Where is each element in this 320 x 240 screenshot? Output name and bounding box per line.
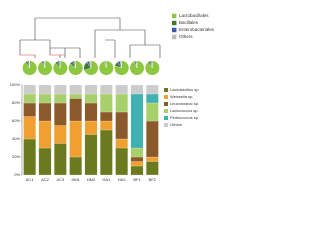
bar-segment [23,102,36,117]
legend-label: Weissella sp. [170,94,194,99]
bar-segment [38,120,52,149]
x-tick-label: BF1 [133,177,141,182]
legend-swatch [172,13,177,19]
bar-segment [54,125,67,144]
y-tick-label: 20% [12,154,20,159]
legend-swatch [164,88,168,92]
bar-segment [38,147,52,176]
bar-segment [69,93,82,99]
x-tick-label: HM2 [87,177,96,182]
bar-segment [146,120,159,158]
legend-swatch [164,109,168,113]
bar-segment [54,143,67,176]
x-tick-label: AC1 [26,177,35,182]
bar-segment [115,147,128,176]
figure: Lactobacillales Bacillales Enterobacterial… [10,13,215,182]
bar-segment [146,93,159,104]
pie-slice [151,60,153,69]
bar-segment [54,102,67,126]
x-tick-label: AC3 [56,177,65,182]
x-tick-label: AC2 [41,177,50,182]
bar-segment [100,84,113,95]
legend-swatch [172,34,177,40]
bar-segment [100,129,113,176]
dendrogram [19,17,161,58]
pie-slice [98,60,114,76]
pie-slice [74,60,76,69]
pie-slice [119,60,122,69]
bar-segment [69,120,82,158]
legend-label: Lactococcus sp. [170,108,199,113]
bar-segment [23,138,36,176]
legend-label: Leuconostoc sp. [170,101,199,106]
pie-slice [28,60,30,69]
bar-segment [23,84,36,95]
bar-segment [115,138,128,149]
bar-segment [130,161,144,167]
x-tick-label: BF2 [149,177,157,182]
bar-segment [115,111,128,140]
bar-segment [23,116,36,140]
bar-segment [23,93,36,104]
bar-segment [54,93,67,104]
legend-label: Pediococcus sp. [170,115,199,120]
bar-segment [84,84,98,95]
y-tick-label: 40% [12,136,20,141]
bar-segment [84,93,98,104]
x-tick-label: HA2 [118,177,127,182]
pie-slice [89,60,92,69]
pie-slice [43,60,46,69]
pie-slice [114,60,129,76]
bar-segment [100,93,113,113]
bar-segment [146,102,159,122]
legend-label: Others [179,34,193,39]
bar-segment [38,93,52,104]
bar-segment [84,134,98,176]
legend-label: Lactobacillus sp. [170,87,200,92]
pie-slice [22,60,37,76]
y-tick-label: 80% [12,100,20,105]
bar-segment [69,156,82,176]
bar-segment [130,93,144,149]
pie-slice [68,60,83,76]
bar-segment [130,147,144,158]
bar-segment [84,120,98,135]
y-tick-label: 0% [14,172,20,177]
bar-segment [146,156,159,162]
pie-slice [59,60,61,69]
bar-segment [69,84,82,95]
legend-swatch [164,102,168,106]
bar-segment [38,84,52,95]
bar-segment [69,98,82,122]
bar-segment [38,102,52,122]
bar-segment [130,165,144,176]
x-tick-label: HM1 [71,177,80,182]
legend-label: Lactobacillales [179,13,209,18]
pie-slice [144,60,160,76]
bar-segment [146,161,159,176]
bar-segment [84,102,98,122]
legend-swatch [172,20,177,26]
bar-segment [130,84,144,95]
bar-segment [146,84,159,95]
legend-swatch [164,95,168,99]
bar-segment [54,84,67,95]
y-tick-label: 100% [10,82,21,87]
legend-label: Enterobacteriales [179,27,215,32]
legend-swatch [164,123,168,127]
legend-label: Bacillales [179,20,199,25]
bar-segment [115,93,128,113]
legend-swatch [164,116,168,120]
y-tick-label: 60% [12,118,20,123]
x-tick-label: HA1 [102,177,111,182]
legend-swatch [172,27,177,33]
bar-segment [130,156,144,162]
bar-segment [100,120,113,131]
bar-segment [115,84,128,95]
bar-segment [100,111,113,122]
legend-label: Others [170,122,182,127]
